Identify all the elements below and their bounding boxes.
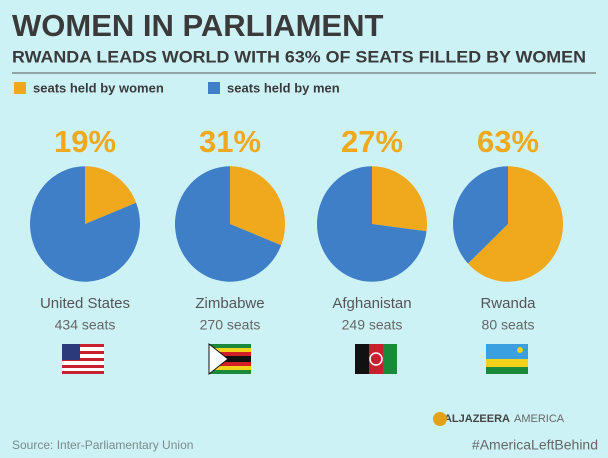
pie-slice [453, 166, 508, 264]
flag-afghanistan [355, 344, 397, 374]
pie-slice [174, 166, 282, 282]
logo [433, 412, 447, 426]
pie-title: Rwanda [480, 295, 536, 312]
value-label: 31% [199, 124, 261, 159]
pie-subtitle: 249 seats [342, 317, 403, 333]
pie-subtitle: 434 seats [55, 317, 116, 333]
pie-slice [372, 166, 428, 232]
subtitle: RWANDA LEADS WORLD WITH 63% OF SEATS FIL… [12, 47, 586, 66]
value-label: 19% [54, 124, 116, 159]
pie-subtitle: 270 seats [200, 317, 261, 333]
legend-swatch [14, 82, 26, 94]
title: WOMEN IN PARLIAMENT [12, 8, 383, 43]
pie-title: United States [40, 295, 130, 312]
pie-slice [85, 166, 137, 224]
flag-rwanda [486, 344, 528, 374]
flag-zimbabwe [208, 342, 251, 376]
flags [62, 342, 528, 376]
value-label: 27% [341, 124, 403, 159]
pie-title: Afghanistan [332, 295, 411, 312]
legend-swatch [208, 82, 220, 94]
value-label: 63% [477, 124, 539, 159]
pie-slice [29, 166, 140, 282]
pie-slice [467, 166, 564, 282]
flag-us [62, 344, 104, 374]
brand-sub: AMERICA [514, 413, 565, 425]
source: Source: Inter-Parliamentary Union [12, 438, 193, 452]
pie-slice [230, 166, 285, 246]
legend-label: seats held by men [227, 80, 340, 95]
pie-subtitle: 80 seats [482, 317, 535, 333]
legend-label: seats held by women [33, 80, 164, 95]
pie-title: Zimbabwe [195, 295, 264, 312]
brand: ALJAZEERA [444, 413, 510, 425]
hashtag: #AmericaLeftBehind [472, 437, 598, 453]
pie-slice [317, 166, 427, 282]
